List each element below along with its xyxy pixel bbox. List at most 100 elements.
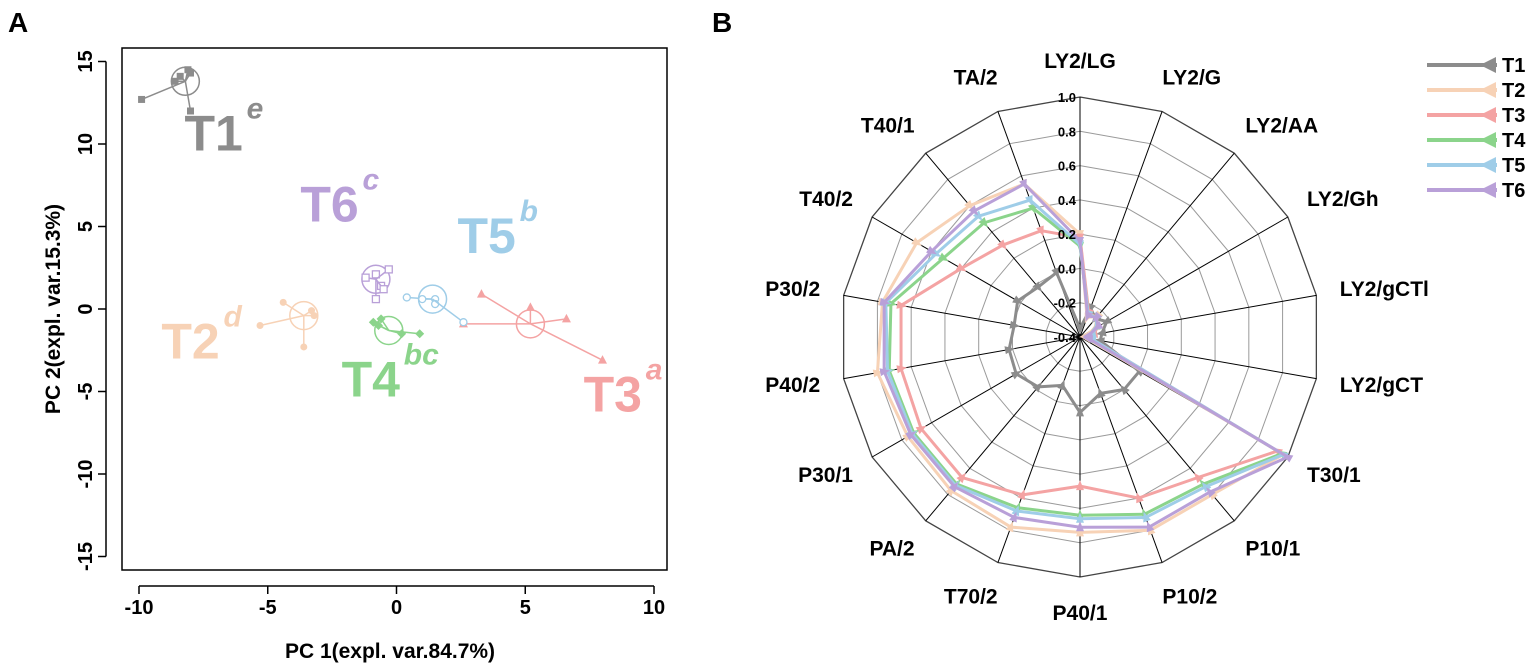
legend-swatch-marker-t2 [1480, 82, 1496, 98]
radar-point-t6 [905, 431, 916, 441]
legend-swatch-marker-t1 [1480, 57, 1496, 73]
radar-point-t3 [1076, 480, 1084, 491]
radar-tick-label: 0.4 [1058, 193, 1077, 208]
radar-point-t5 [1201, 482, 1212, 493]
radar-point-t1 [1101, 316, 1113, 325]
radar-point-t1 [1010, 370, 1022, 380]
group-significance-letter-t1: e [247, 93, 264, 126]
radar-axis-labels: LY2/LG LY2/G LY2/AA LY2/Gh LY2/gCTl LY2/gCT T3… [765, 50, 1429, 625]
radar-point-t5 [1076, 512, 1084, 523]
data-point-t2 [256, 322, 264, 329]
data-point-t2 [300, 343, 308, 351]
y-tick-label: 0 [75, 303, 97, 314]
radar-spoke [871, 216, 1081, 338]
radar-point-t2 [964, 200, 974, 211]
radar-point-t3 [997, 239, 1007, 250]
radar-point-t1 [1032, 382, 1042, 393]
radar-axis-label: P40/1 [1053, 602, 1108, 625]
legend: T1 T2 T3 T4 T5 T6 [1427, 55, 1526, 202]
data-point-t1 [187, 107, 194, 115]
radar-point-t2 [1005, 521, 1014, 533]
group-significance-letter-t4: bc [404, 338, 439, 371]
group-significance-letter-t3: a [646, 353, 663, 386]
x-tick-label: 10 [643, 597, 665, 619]
legend-label-t2: T2 [1502, 80, 1525, 102]
radar-point-t6 [1092, 321, 1104, 330]
radar-point-t3 [956, 472, 966, 484]
radar-tick-label: 0.6 [1058, 159, 1076, 174]
radar-spoke [1079, 336, 1317, 380]
radar-axis-label: LY2/LG [1044, 50, 1116, 73]
y-tick-label: 15 [75, 50, 97, 72]
radar-axis-label: T70/2 [944, 585, 998, 608]
radar-point-t4 [978, 217, 988, 228]
radar-point-t6 [968, 205, 979, 216]
radar-point-t6 [948, 482, 959, 493]
radar-axis-label: LY2/gCT [1340, 374, 1423, 397]
y-tick-label: -10 [75, 460, 97, 489]
radar-point-t4 [937, 252, 949, 262]
legend-label-t5: T5 [1502, 155, 1525, 177]
radar-tick-label: 1.0 [1058, 90, 1076, 105]
data-point-t3 [561, 313, 571, 323]
data-point-t6 [384, 265, 393, 274]
radar-point-t2 [911, 237, 922, 246]
data-point-t4 [415, 329, 425, 339]
radar-point-t6 [879, 368, 891, 377]
group-spoke-t3 [481, 293, 531, 325]
radar-axis-label: P30/1 [798, 464, 853, 487]
data-point-t6 [371, 294, 381, 304]
y-tick-label: 10 [75, 133, 97, 155]
radar-point-t6 [1076, 521, 1084, 532]
data-point-t5 [459, 318, 468, 327]
group-spoke-t1 [141, 80, 186, 101]
group-spoke-t3 [530, 318, 567, 325]
legend-label-t6: T6 [1502, 180, 1525, 202]
legend-label-t3: T3 [1502, 105, 1525, 127]
radar-point-t1 [1076, 324, 1084, 335]
group-label-t6: T6 [300, 177, 358, 233]
legend-swatch-marker-t6 [1480, 182, 1496, 198]
radar-spoke [1079, 294, 1317, 338]
x-tick-label: 0 [391, 597, 402, 619]
radar-point-t1 [1032, 281, 1042, 292]
group-spoke-t2 [282, 301, 305, 317]
radar-point-t6 [1076, 237, 1084, 247]
data-point-t6 [379, 285, 388, 294]
data-point-t1 [138, 95, 146, 103]
radar-point-t3 [1194, 472, 1204, 484]
radar-point-t6 [1146, 521, 1155, 533]
group-label-t4: T4 [342, 351, 401, 407]
legend-label-t1: T1 [1502, 55, 1525, 77]
data-point-t3 [598, 355, 607, 364]
radar-point-t1 [1004, 346, 1016, 355]
radar-point-t1 [1096, 328, 1107, 337]
radar-point-t2 [1076, 526, 1084, 537]
radar-point-t6 [1009, 511, 1017, 523]
radar-chart: LY2/LG LY2/G LY2/AA LY2/Gh LY2/gCTl LY2/gCT T3… [765, 50, 1429, 625]
data-point-t4 [397, 329, 407, 339]
y-tick-label: -5 [75, 383, 97, 401]
radar-point-t6 [926, 245, 937, 255]
radar-point-t6 [1206, 487, 1216, 498]
panel-letter-b: B [712, 7, 732, 38]
data-point-t1 [176, 72, 184, 80]
radar-point-t4 [1027, 203, 1036, 214]
data-point-t1 [171, 77, 179, 85]
radar-spoke [1079, 111, 1163, 338]
data-point-t4 [373, 321, 383, 330]
panel-letter-a: A [8, 7, 28, 38]
data-point-t2 [279, 298, 287, 306]
data-point-t1 [187, 69, 194, 77]
group-spoke-t1 [184, 81, 192, 112]
radar-axis-label: T40/2 [799, 188, 853, 211]
radar-point-t1 [1098, 387, 1106, 399]
group-label-t3: T3 [584, 366, 642, 422]
radar-point-t1 [1057, 379, 1065, 391]
radar-axis-label: LY2/gCTl [1340, 278, 1429, 301]
radar-axis-label: T30/1 [1307, 464, 1361, 487]
radar-point-t6 [879, 297, 891, 306]
radar-point-t3 [955, 262, 967, 272]
radar-axis-label: LY2/Gh [1307, 188, 1379, 211]
